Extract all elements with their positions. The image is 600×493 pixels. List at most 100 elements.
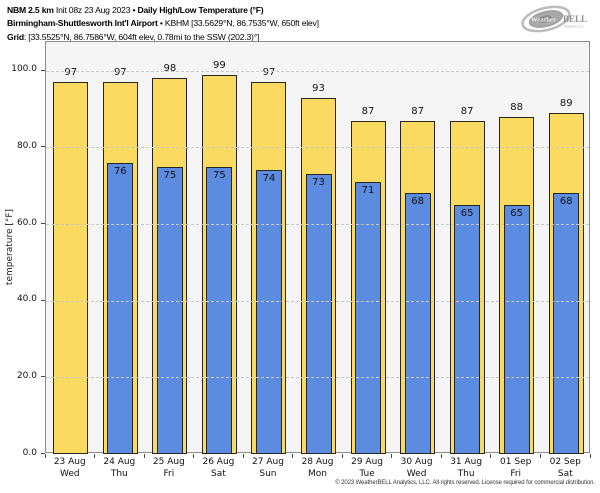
- x-axis-ticks: [44, 454, 591, 459]
- y-tick-label: 100.0: [11, 64, 37, 75]
- x-category-label: 29 Aug Tue: [342, 457, 392, 480]
- x-date-label: 24 Aug: [103, 457, 136, 467]
- low-value-label: 65: [460, 207, 474, 219]
- high-bar: [53, 82, 89, 454]
- low-bar: [107, 162, 134, 454]
- x-category-label: 25 Aug Fri: [144, 457, 194, 480]
- y-tick-mark: [41, 376, 45, 378]
- x-date-label: 23 Aug: [53, 457, 86, 467]
- x-tick-mark: [391, 454, 393, 458]
- low-bar: [156, 166, 183, 454]
- plot-area: 97 97 76 98 75 99 75 97 74 93 73 87 71 87 68 87 65 88 65 89…: [45, 41, 590, 454]
- x-day-label: Sat: [557, 468, 573, 479]
- grid-label: Grid: [7, 31, 24, 42]
- x-day-label: Sun: [259, 468, 277, 479]
- y-tick-label: 0.0: [22, 447, 37, 458]
- x-date-label: 31 Aug: [450, 457, 483, 467]
- low-bar: [305, 174, 332, 454]
- x-day-label: Thu: [457, 468, 475, 479]
- x-day-label: Mon: [308, 468, 327, 479]
- high-value-label: 87: [460, 105, 474, 117]
- x-axis-labels: 23 Aug Wed 24 Aug Thu 25 Aug Fri 26 Aug Sat 27 A…: [45, 457, 590, 480]
- y-tick-mark: [41, 223, 45, 225]
- x-date-label: 02 Sep: [549, 457, 581, 467]
- gridline-60: [46, 224, 589, 226]
- high-value-label: 87: [411, 105, 424, 117]
- header-line-grid: Grid: [33.5525°N, 86.7586°W, 604ft elev,…: [7, 31, 319, 44]
- x-day-label: Sat: [211, 468, 226, 479]
- x-tick-mark: [539, 454, 541, 458]
- high-value-label: 97: [113, 67, 127, 79]
- x-date-label: 30 Aug: [400, 457, 433, 467]
- header-line-station: Birmingham-Shuttlesworth Int'l Airport •…: [7, 17, 319, 30]
- low-value-label: 68: [411, 196, 424, 208]
- y-tick-label: 40.0: [16, 294, 37, 305]
- station-meta: KBHM [33.5629°N, 86.7535°W, 650ft elev]: [162, 18, 319, 29]
- low-value-label: 75: [213, 169, 226, 181]
- x-day-label: Tue: [359, 468, 375, 479]
- low-bar: [355, 181, 382, 454]
- gridline-40: [46, 300, 589, 302]
- low-bar: [454, 204, 481, 454]
- gridline-20: [46, 377, 589, 379]
- high-value-label: 93: [312, 82, 325, 94]
- y-tick-mark: [41, 69, 45, 71]
- model-name: NBM 2.5 km: [7, 5, 54, 15]
- grid-meta: : [33.5525°N, 86.7586°W, 604ft elev, 0.7…: [23, 31, 260, 42]
- y-tick-mark: [41, 453, 45, 454]
- high-value-label: 97: [64, 67, 78, 79]
- x-tick-mark: [589, 454, 591, 458]
- x-category-label: 31 Aug Thu: [441, 457, 491, 480]
- x-tick-mark: [341, 454, 343, 458]
- x-date-label: 29 Aug: [351, 457, 383, 467]
- x-category-label: 24 Aug Thu: [95, 457, 145, 480]
- x-date-label: 26 Aug: [202, 457, 235, 467]
- x-category-label: 27 Aug Sun: [243, 457, 293, 480]
- x-day-label: Fri: [510, 468, 522, 479]
- x-day-label: Fri: [163, 468, 175, 479]
- x-tick-mark: [44, 454, 46, 458]
- low-value-label: 75: [163, 169, 177, 181]
- bullet-separator: •: [159, 18, 163, 29]
- low-value-label: 65: [510, 207, 524, 219]
- x-category-label: 02 Sep Sat: [540, 457, 590, 480]
- low-bar: [503, 204, 530, 454]
- y-tick-mark: [41, 299, 45, 301]
- x-tick-mark: [440, 454, 442, 458]
- x-tick-mark: [292, 454, 294, 458]
- x-category-label: 26 Aug Sat: [194, 457, 244, 480]
- logo-text-bell: BELL: [563, 14, 587, 24]
- chart-title: Daily High/Low Temperature (°F): [135, 5, 264, 15]
- x-day-label: Wed: [59, 468, 80, 479]
- y-tick-label: 20.0: [16, 370, 37, 381]
- chart-header: NBM 2.5 km Init 08z 23 Aug 2023 • Daily …: [7, 4, 319, 44]
- x-date-label: 27 Aug: [252, 457, 284, 467]
- x-tick-mark: [94, 454, 96, 458]
- weatherbell-logo: Weather BELL Analytics LLC: [521, 5, 587, 33]
- x-category-label: 01 Sep Fri: [491, 457, 541, 480]
- high-value-label: 89: [559, 97, 573, 109]
- swirl-icon: [521, 5, 571, 33]
- x-category-label: 30 Aug Wed: [392, 457, 442, 480]
- x-date-label: 01 Sep: [500, 457, 532, 467]
- x-tick-mark: [143, 454, 145, 458]
- x-date-label: 25 Aug: [152, 457, 185, 467]
- gridline-80: [46, 147, 589, 149]
- logo-subtext: Analytics LLC: [564, 25, 584, 29]
- x-category-label: 23 Aug Wed: [45, 457, 95, 480]
- high-value-label: 99: [213, 59, 226, 71]
- header-line-model-title: NBM 2.5 km Init 08z 23 Aug 2023 • Daily …: [7, 4, 319, 17]
- low-value-label: 71: [361, 184, 375, 196]
- low-bar: [206, 166, 233, 454]
- low-value-label: 76: [113, 165, 127, 177]
- low-bar: [553, 193, 580, 454]
- x-tick-mark: [193, 454, 195, 458]
- x-tick-mark: [242, 454, 244, 458]
- y-tick-mark: [41, 146, 45, 148]
- bullet-separator: •: [132, 5, 136, 15]
- gridline-100: [46, 70, 589, 72]
- x-day-label: Thu: [110, 468, 128, 479]
- logo-text-weather: Weather: [531, 17, 556, 24]
- low-bar: [404, 193, 431, 454]
